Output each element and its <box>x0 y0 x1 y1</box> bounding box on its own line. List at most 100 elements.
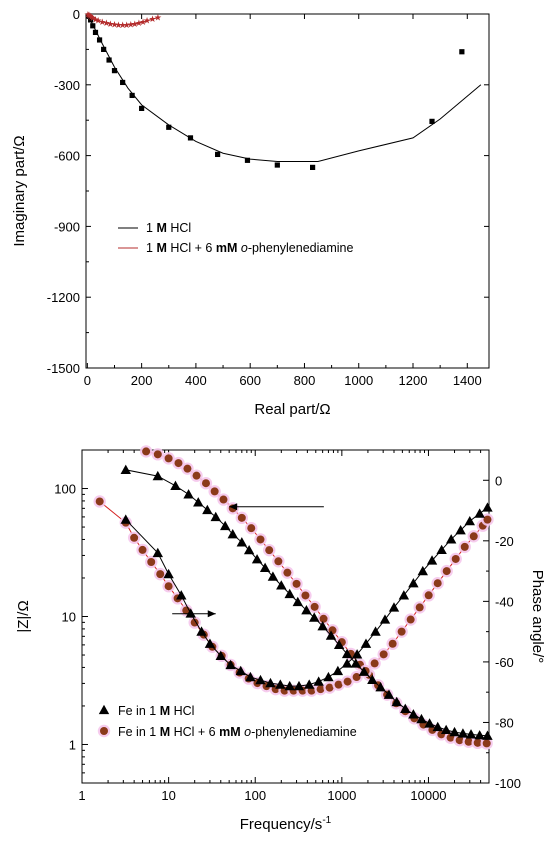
data-point-3 <box>237 513 246 522</box>
data-point-2: ★ <box>84 10 92 20</box>
x-tick-label: 1 <box>78 788 85 803</box>
data-point-1 <box>276 580 287 590</box>
data-point-1 <box>429 118 435 124</box>
x-tick-label: 400 <box>185 373 207 388</box>
y-right-tick-label: -100 <box>495 776 521 791</box>
data-point-4 <box>190 618 199 627</box>
data-point-1 <box>482 730 493 740</box>
data-point-1 <box>129 92 135 99</box>
data-point-3 <box>265 546 274 555</box>
data-point-2 <box>196 626 207 636</box>
data-point-1 <box>358 666 370 676</box>
data-point-1 <box>341 648 353 659</box>
data-point-1 <box>292 596 303 607</box>
data-point-2: ★ <box>85 11 93 21</box>
y-left-tick-label: 10 <box>62 610 76 625</box>
data-point-1 <box>267 571 279 581</box>
x-tick-label: 600 <box>239 373 261 388</box>
data-point-2: ★ <box>131 20 139 30</box>
data-point-1 <box>350 658 362 668</box>
data-point-4 <box>469 532 478 541</box>
data-point-4 <box>325 683 334 692</box>
data-point-1 <box>317 620 328 631</box>
data-point-3 <box>482 739 491 748</box>
data-point-1 <box>193 497 204 507</box>
data-point-4 <box>164 582 173 591</box>
data-point-2 <box>351 649 363 659</box>
data-point-1 <box>375 682 386 692</box>
data-point-2 <box>408 578 419 588</box>
x-tick-label: 200 <box>131 373 153 388</box>
x-axis-label: Real part/Ω <box>254 401 330 418</box>
data-point-1 <box>416 713 427 724</box>
data-point-4 <box>379 650 388 659</box>
data-point-1 <box>244 157 251 163</box>
data-point-2: ★ <box>91 15 99 25</box>
data-point-1 <box>202 504 213 515</box>
data-point-2 <box>370 626 381 636</box>
data-point-2: ★ <box>98 18 106 28</box>
x-tick-label: 1400 <box>453 373 482 388</box>
data-point-1 <box>259 562 271 573</box>
data-point-2 <box>163 568 174 579</box>
y-left-tick-label: 1 <box>69 737 76 752</box>
data-point-1 <box>227 528 238 539</box>
data-point-2 <box>313 676 324 686</box>
data-point-2 <box>360 638 372 648</box>
data-point-2 <box>176 590 187 600</box>
data-point-1 <box>170 480 181 490</box>
y-tick-label: -1200 <box>47 290 80 305</box>
data-point-4 <box>316 685 325 694</box>
data-point-3 <box>201 479 210 488</box>
data-point-2: ★ <box>115 21 123 31</box>
data-point-2: ★ <box>143 17 151 27</box>
data-point-1 <box>96 37 103 43</box>
data-point-1 <box>325 630 337 640</box>
data-point-1 <box>333 639 345 650</box>
plot-frame <box>85 13 490 369</box>
y-right-axis-label: Phase angle/° <box>529 570 546 664</box>
y-left-axis-label: |Z|/Ω <box>15 600 32 632</box>
x-tick-label: 1000 <box>344 373 373 388</box>
data-point-1 <box>383 689 395 699</box>
data-point-2 <box>225 659 236 670</box>
data-point-2: ★ <box>139 18 147 28</box>
data-point-4 <box>433 579 442 588</box>
data-point-3 <box>183 464 192 473</box>
data-point-3 <box>192 471 201 480</box>
data-point-4 <box>130 533 139 542</box>
data-point-1 <box>88 17 94 23</box>
data-point-1 <box>86 13 92 19</box>
data-point-3 <box>292 579 301 588</box>
data-point-1 <box>152 470 163 481</box>
data-point-1 <box>120 79 126 86</box>
nyquist-plot: 0 200 400 600 800 1000 1200 1400 0 -300 -600 -900 -1… <box>11 7 490 418</box>
data-point-2 <box>436 544 447 555</box>
data-point-2 <box>323 671 334 682</box>
legend-marker-1 <box>98 704 110 715</box>
data-point-2 <box>455 525 466 535</box>
y-right-tick-label: -80 <box>495 715 514 730</box>
y-right-tick-label: -40 <box>495 594 514 609</box>
data-point-1 <box>400 703 411 713</box>
data-point-3 <box>455 736 464 745</box>
x-tick-label: 1000 <box>327 788 356 803</box>
data-point-1 <box>449 726 460 737</box>
y-left-tick-label: 100 <box>54 482 76 497</box>
arrow-head-2 <box>207 610 216 618</box>
data-point-2 <box>332 665 344 676</box>
data-point-1 <box>187 135 194 141</box>
data-point-2 <box>426 555 438 565</box>
data-point-3 <box>142 447 151 456</box>
data-point-1 <box>457 728 469 738</box>
data-point-2 <box>185 608 196 618</box>
y-tick-label: -300 <box>54 78 80 93</box>
data-point-2 <box>255 674 266 685</box>
data-point-1 <box>106 57 112 63</box>
bode-plot: 1 10 100 1000 100001101000-20-40-60-80-100Fr… <box>15 445 546 833</box>
data-point-1 <box>90 23 96 29</box>
data-point-4 <box>138 545 147 554</box>
y-tick-label: -900 <box>54 219 80 234</box>
data-point-1 <box>309 612 320 622</box>
